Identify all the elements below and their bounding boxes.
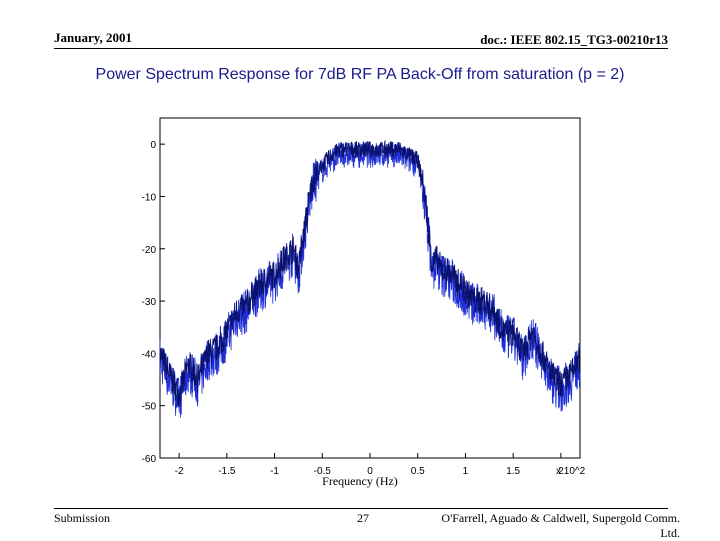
- x-tick-label: -0.5: [314, 466, 332, 477]
- y-tick-label: -20: [142, 245, 157, 256]
- y-tick-label: -30: [142, 297, 157, 308]
- x-tick-label: -1.5: [218, 466, 236, 477]
- x-tick-label: -2: [175, 466, 184, 477]
- spectrum-trace: [159, 139, 581, 408]
- header-date: January, 2001: [54, 30, 133, 45]
- plot-frame: [159, 117, 581, 459]
- y-tick-label: 0: [150, 140, 156, 151]
- footer-authors: O'Farrell, Aguado & Caldwell, Supergold …: [441, 511, 680, 540]
- x-tick-label: -1: [270, 466, 279, 477]
- x-tick-label: 0: [367, 466, 373, 477]
- x-tick-label: 1.5: [506, 466, 520, 477]
- footer-divider: [54, 508, 668, 509]
- footer-page-number: 27: [357, 511, 369, 525]
- header-doc-id: doc.: IEEE 802.15_TG3-00210r13: [480, 32, 668, 47]
- x-axis-label: Frequency (Hz): [322, 474, 398, 488]
- x-tick-label: 1: [463, 466, 469, 477]
- x-multiplier-label: x 10^2: [556, 466, 586, 477]
- y-tick-label: -60: [142, 454, 157, 465]
- y-tick-label: -50: [142, 402, 157, 413]
- slide-title: Power Spectrum Response for 7dB RF PA Ba…: [95, 66, 625, 83]
- footer-submission: Submission: [54, 511, 111, 525]
- x-axis: -2 -1.5 -1 -0.5 0 0.5 1 1.5 2: [175, 453, 564, 477]
- y-tick-label: -40: [142, 349, 157, 360]
- x-tick-label: 2: [558, 466, 564, 477]
- x-tick-label: 0.5: [411, 466, 425, 477]
- header-divider: [54, 48, 668, 49]
- y-tick-label: -10: [142, 192, 157, 203]
